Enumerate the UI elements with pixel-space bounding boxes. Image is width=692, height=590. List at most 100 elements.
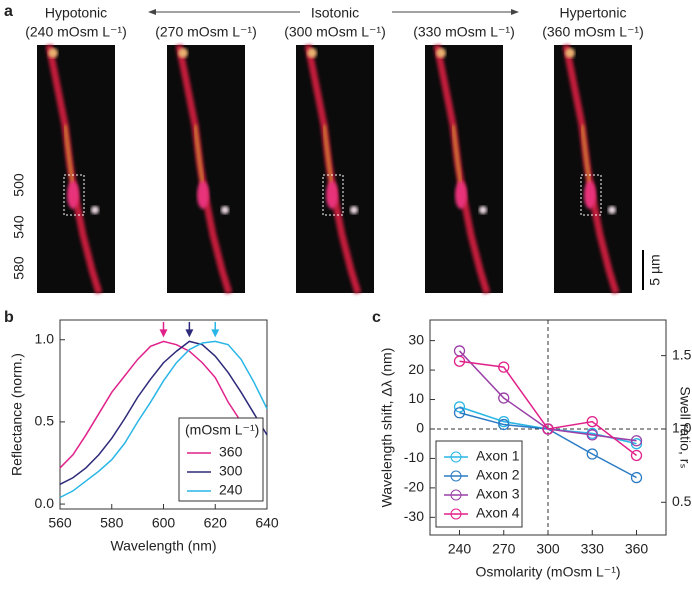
marker (498, 418, 510, 431)
y-axis-label: Wavelength shift, Δλ (nm) (379, 348, 395, 508)
panel-label: c (372, 309, 381, 326)
micrograph (296, 44, 374, 295)
x-tick-label: 620 (204, 515, 228, 531)
legend-box (178, 417, 264, 502)
swelling (67, 181, 79, 209)
legend-label: Axon 2 (476, 467, 520, 483)
image-title: Isotonic (311, 5, 359, 21)
marker (498, 392, 510, 404)
x-tick-label: 240 (448, 541, 472, 557)
x-axis-label: Wavelength (nm) (110, 538, 216, 554)
peak-arrowhead (159, 329, 168, 338)
marker (453, 407, 466, 419)
marker (630, 449, 643, 462)
x-tick-label: 560 (48, 515, 72, 531)
legend-label: Axon 1 (476, 448, 520, 464)
line (459, 360, 637, 457)
image-title: Hypotonic (45, 5, 107, 21)
x-tick-label: 360 (625, 541, 649, 557)
image-background (554, 45, 632, 293)
axon (322, 124, 334, 186)
line (59, 340, 255, 469)
micrograph (425, 44, 503, 295)
bouton (91, 206, 99, 214)
image-subtitle: (240 mOsm L⁻¹) (25, 24, 127, 40)
image-subtitle: (300 mOsm L⁻¹) (284, 24, 386, 40)
legend-box (435, 440, 523, 528)
swelling (197, 181, 209, 209)
x-tick-label: 640 (255, 515, 279, 531)
channel-label: 500 (11, 173, 27, 197)
legend-label: Axon 4 (476, 505, 520, 521)
marker (498, 361, 510, 373)
peak-arrowhead (185, 329, 194, 338)
y-tick-label: -10 (404, 449, 424, 465)
y-tick-label: 10 (408, 390, 424, 406)
bouton (178, 48, 188, 58)
swelling (326, 181, 338, 209)
axon (63, 124, 75, 186)
image-subtitle: (270 mOsm L⁻¹) (155, 24, 257, 40)
swelling (455, 181, 467, 209)
roi-box (63, 174, 85, 216)
micrograph (37, 44, 115, 295)
legend-title: (mOsm L⁻¹) (185, 422, 259, 438)
y-tick-label: 20 (408, 361, 424, 377)
x-tick-label: 270 (492, 541, 516, 557)
legend-label: 240 (219, 482, 243, 498)
marker (630, 471, 643, 484)
marker (630, 435, 643, 447)
legend-marker (450, 470, 462, 482)
peak-arrowhead (211, 329, 220, 338)
arrowhead (148, 9, 156, 15)
axon (193, 124, 205, 186)
y-tick-label: 0 (416, 420, 424, 436)
y2-tick-label: 0.5 (672, 493, 692, 509)
roi-box (580, 174, 602, 216)
marker (453, 355, 466, 367)
y-axis-label: Reflectance (norm.) (9, 353, 25, 476)
y2-tick-label: 1.5 (672, 346, 692, 362)
image-title: Hypertonic (560, 5, 627, 21)
marker (630, 438, 643, 450)
marker (586, 429, 598, 441)
micrograph (554, 44, 632, 295)
panel-label: a (4, 3, 13, 20)
x-tick-label: 330 (581, 541, 605, 557)
scale-bar-label: 5 µm (647, 254, 663, 285)
bouton (479, 206, 487, 214)
panel-label: b (4, 309, 14, 326)
image-background (167, 45, 245, 293)
x-tick-label: 300 (536, 541, 560, 557)
bouton (350, 206, 358, 214)
x-tick-label: 600 (152, 515, 176, 531)
marker (542, 423, 554, 435)
image-subtitle: (360 mOsm L⁻¹) (542, 24, 644, 40)
axon (580, 124, 592, 186)
image-background (37, 45, 115, 293)
y-tick-label: -30 (404, 508, 424, 524)
legend-label: 300 (219, 463, 243, 479)
marker (586, 415, 598, 428)
marker (498, 415, 510, 428)
line (59, 340, 268, 486)
axon (451, 124, 463, 186)
legend-marker (450, 451, 462, 463)
marker (586, 448, 598, 460)
bouton (565, 48, 575, 58)
swelling (584, 181, 596, 209)
image-background (296, 45, 374, 293)
x-axis-label: Osmolarity (mOsm L⁻¹) (475, 564, 620, 580)
y-tick-label: -20 (404, 479, 424, 495)
roi-box (322, 174, 344, 216)
legend-label: Axon 3 (476, 486, 520, 502)
micrograph (167, 44, 245, 295)
bouton (48, 48, 58, 58)
channel-label: 540 (11, 215, 27, 239)
y-tick-label: 0.5 (35, 413, 55, 429)
bouton (608, 206, 616, 214)
image-background (425, 45, 503, 293)
bouton (307, 48, 317, 58)
legend-marker (450, 508, 462, 520)
legend-label: 360 (219, 444, 243, 460)
